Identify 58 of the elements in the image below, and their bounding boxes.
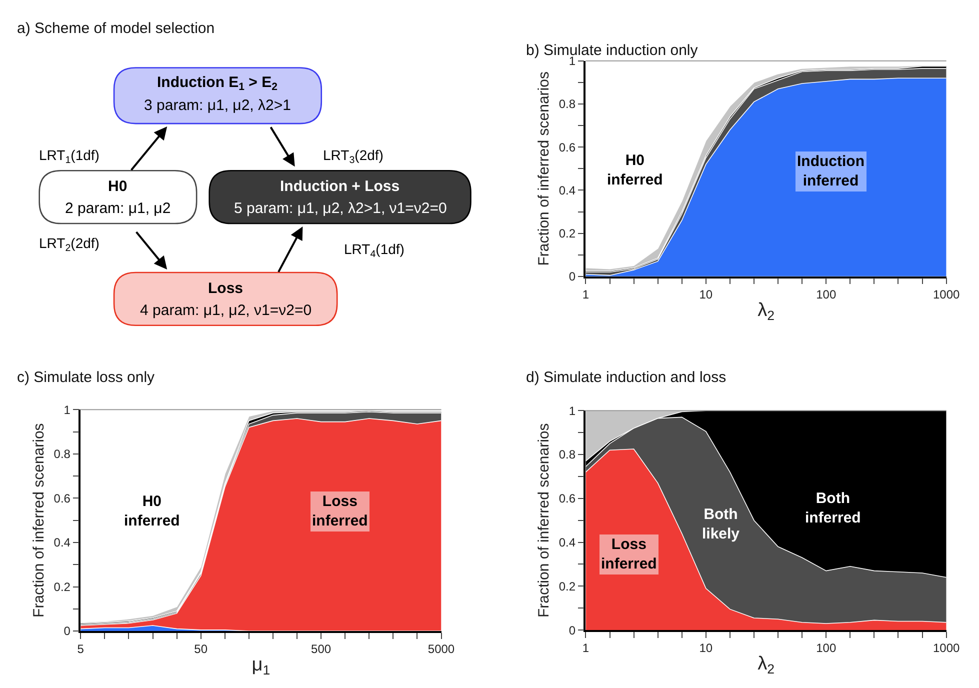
x-tick-label: 1000: [932, 288, 960, 302]
text: H0: [108, 178, 128, 195]
x-tick-label: 1000: [932, 641, 960, 656]
y-tick-label: 0.2: [54, 580, 71, 594]
y-tick-label: 0: [568, 623, 576, 638]
x-tick-label: 500: [311, 642, 332, 656]
x-tick-label: 100: [816, 288, 836, 302]
y-tick-label: 0.8: [54, 447, 71, 462]
text: 4 param: μ1, μ2, ν1=ν2=0: [140, 302, 312, 319]
y-tick-label: 1: [568, 404, 576, 418]
x-tick-label: 5: [77, 642, 84, 656]
y-tick-label: 0.2: [558, 226, 576, 240]
chart-title: d) Simulate induction and loss: [526, 369, 726, 386]
x-tick-label: 5000: [428, 642, 455, 656]
x-axis-title: μ$_{1}$: [252, 654, 270, 678]
y-tick-label: 0.2: [558, 579, 576, 594]
annotation: Both inferred: [805, 490, 861, 526]
text: 2 param: μ1, μ2: [65, 200, 171, 217]
y-tick-label: 0.4: [558, 535, 576, 550]
x-tick-label: 50: [194, 642, 208, 656]
y-tick-label: 0: [568, 270, 576, 284]
text: 5 param: μ1, μ2, λ2>1, ν1=ν2=0: [234, 200, 447, 217]
text: LRT$_{4}$(1df): [344, 241, 404, 260]
annotation: Loss inferred: [312, 493, 368, 530]
y-tick-label: 1: [568, 54, 576, 68]
y-tick-label: 0.6: [558, 492, 576, 506]
text: LRT$_{2}$(2df): [39, 235, 100, 254]
annotation: Both likely: [702, 506, 740, 542]
y-tick-label: 0.8: [558, 448, 576, 462]
x-axis-title: λ$_{2}$: [758, 654, 774, 676]
annotation: H0 inferred: [124, 493, 180, 530]
y-tick-label: 0.4: [558, 183, 576, 198]
annotation: H0 inferred: [607, 152, 663, 188]
y-tick-label: 0.8: [558, 97, 576, 112]
text: Loss: [208, 280, 244, 297]
text: a) Scheme of model selection: [17, 20, 215, 37]
y-tick-label: 0.4: [54, 536, 71, 550]
y-tick-label: 0.6: [54, 491, 71, 506]
y-tick-label: 1: [64, 402, 71, 417]
x-tick-label: 10: [699, 288, 713, 302]
text: LRT$_{3}$(2df): [323, 147, 384, 166]
x-tick-label: 100: [816, 641, 836, 656]
x-axis-title: λ$_{2}$: [758, 300, 774, 323]
y-axis-title: Fraction of inferred scenarios: [536, 423, 553, 618]
y-axis-title: Fraction of inferred scenarios: [30, 423, 48, 618]
y-tick-label: 0: [64, 624, 71, 638]
text: 3 param: μ1, μ2, λ2>1: [144, 97, 291, 114]
annotation: Loss inferred: [601, 536, 657, 572]
y-tick-label: 0.6: [558, 140, 576, 154]
text: LRT$_{1}$(1df): [39, 147, 100, 166]
x-tick-label: 1: [582, 641, 590, 656]
x-tick-label: 1: [582, 288, 590, 302]
text: Induction + Loss: [280, 178, 400, 195]
text: Induction E$_{1}$ > E$_{2}$: [157, 74, 278, 94]
chart-title: c) Simulate loss only: [17, 369, 156, 386]
annotation: Induction inferred: [797, 153, 864, 190]
y-axis-title: Fraction of inferred scenarios: [536, 72, 553, 266]
x-tick-label: 10: [699, 641, 713, 656]
